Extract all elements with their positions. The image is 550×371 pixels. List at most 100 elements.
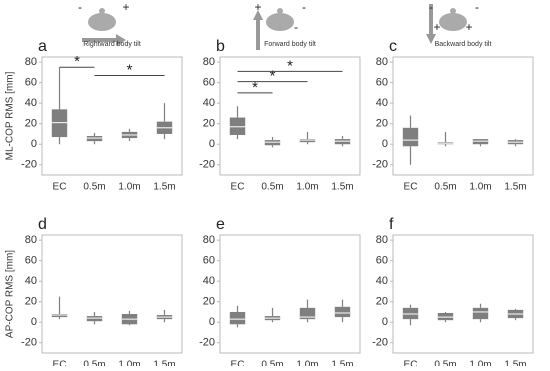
x-tick-label: EC	[231, 182, 245, 193]
icon-caption: Forward body tilt	[264, 41, 316, 48]
x-tick-label: 1.5m	[153, 360, 175, 366]
box	[229, 311, 246, 325]
x-tick-label: 1.0m	[118, 360, 140, 366]
y-tick-label: 20	[25, 296, 37, 308]
x-tick-label: EC	[404, 360, 418, 366]
significance-label: *	[127, 61, 133, 78]
x-tick-label: 1.0m	[469, 182, 491, 193]
icon-body	[439, 13, 467, 31]
panel-letter: a	[38, 38, 47, 55]
y-tick-label: 80	[203, 56, 215, 68]
y-tick-label: 60	[376, 77, 388, 89]
y-tick-label: 0	[31, 138, 37, 150]
icon-sign: -	[294, 20, 298, 34]
box	[264, 140, 281, 146]
y-tick-label: 60	[25, 77, 37, 89]
x-tick-label: EC	[53, 360, 67, 366]
plot-frame	[392, 56, 534, 176]
y-tick-label: -20	[372, 337, 388, 349]
y-tick-label: -20	[21, 159, 37, 171]
y-tick-label: 60	[376, 255, 388, 267]
plot-frame	[219, 56, 361, 176]
y-tick-label: 20	[376, 118, 388, 130]
y-tick-label: 20	[25, 118, 37, 130]
y-tick-label: 60	[25, 255, 37, 267]
y-tick-label: 40	[376, 97, 388, 109]
box	[402, 127, 419, 147]
x-tick-label: 0.5m	[261, 360, 283, 366]
icon-sign: +	[122, 0, 129, 14]
y-tick-label: 40	[25, 97, 37, 109]
plot-frame	[219, 234, 361, 354]
icon-body	[266, 13, 294, 31]
box	[437, 312, 454, 321]
plot-frame	[41, 234, 183, 354]
box	[472, 139, 489, 145]
y-tick-label: 20	[203, 118, 215, 130]
significance-label: *	[270, 68, 276, 85]
plot-frame	[41, 56, 183, 176]
icon-sign: +	[254, 0, 261, 14]
panel-letter: c	[389, 38, 397, 55]
y-tick-label: 80	[203, 234, 215, 246]
box	[299, 307, 316, 320]
y-tick-label: 80	[25, 234, 37, 246]
x-tick-label: 1.0m	[296, 360, 318, 366]
x-tick-label: EC	[231, 360, 245, 366]
y-tick-label: 40	[376, 275, 388, 287]
icon-head	[99, 8, 105, 14]
panel-letter: e	[216, 216, 225, 233]
x-tick-label: 1.5m	[504, 360, 526, 366]
y-tick-label: 60	[203, 255, 215, 267]
x-tick-label: 1.5m	[153, 182, 175, 193]
y-tick-label: 0	[382, 316, 388, 328]
panel-letter: b	[216, 38, 225, 55]
icon-head	[450, 8, 456, 14]
box	[299, 139, 316, 143]
y-tick-label: 20	[376, 296, 388, 308]
x-tick-label: 0.5m	[434, 182, 456, 193]
y-tick-label: -20	[199, 159, 215, 171]
significance-label: *	[287, 57, 293, 74]
box	[402, 307, 419, 320]
y-tick-label: 0	[382, 138, 388, 150]
y-tick-label: 20	[203, 296, 215, 308]
x-tick-label: 1.5m	[331, 360, 353, 366]
y-axis-label: AP-COP RMS [mm]	[5, 250, 16, 338]
y-tick-label: 40	[203, 275, 215, 287]
y-tick-label: 80	[25, 56, 37, 68]
y-tick-label: 80	[376, 234, 388, 246]
icon-arrow	[253, 10, 263, 50]
icon-arrow	[82, 34, 126, 46]
icon-sign: -	[429, 0, 433, 14]
box	[86, 136, 103, 142]
y-axis-label: ML-COP RMS [mm]	[5, 71, 16, 160]
box	[51, 109, 68, 138]
icon-caption: Rightward body tilt	[83, 41, 141, 48]
x-tick-label: 0.5m	[83, 182, 105, 193]
icon-sign: -	[475, 0, 479, 14]
box	[51, 314, 68, 318]
x-tick-label: 1.0m	[296, 182, 318, 193]
y-tick-label: 60	[203, 77, 215, 89]
y-tick-label: 80	[376, 56, 388, 68]
box	[229, 117, 246, 135]
x-tick-label: 1.0m	[469, 360, 491, 366]
x-tick-label: EC	[404, 182, 418, 193]
y-tick-label: -20	[372, 159, 388, 171]
significance-label: *	[74, 53, 80, 70]
icon-head	[277, 8, 283, 14]
x-tick-label: 0.5m	[434, 360, 456, 366]
x-tick-label: 1.5m	[331, 182, 353, 193]
y-tick-label: 0	[209, 138, 215, 150]
icon-body	[88, 13, 116, 31]
box	[334, 139, 351, 145]
icon-arrow	[426, 4, 436, 44]
panel-letter: f	[389, 216, 394, 233]
icon-sign: +	[465, 20, 472, 34]
icon-sign: -	[302, 0, 306, 14]
icon-sign: +	[433, 20, 440, 34]
x-tick-label: 0.5m	[83, 360, 105, 366]
panel-letter: d	[38, 216, 47, 233]
y-tick-label: 0	[209, 316, 215, 328]
